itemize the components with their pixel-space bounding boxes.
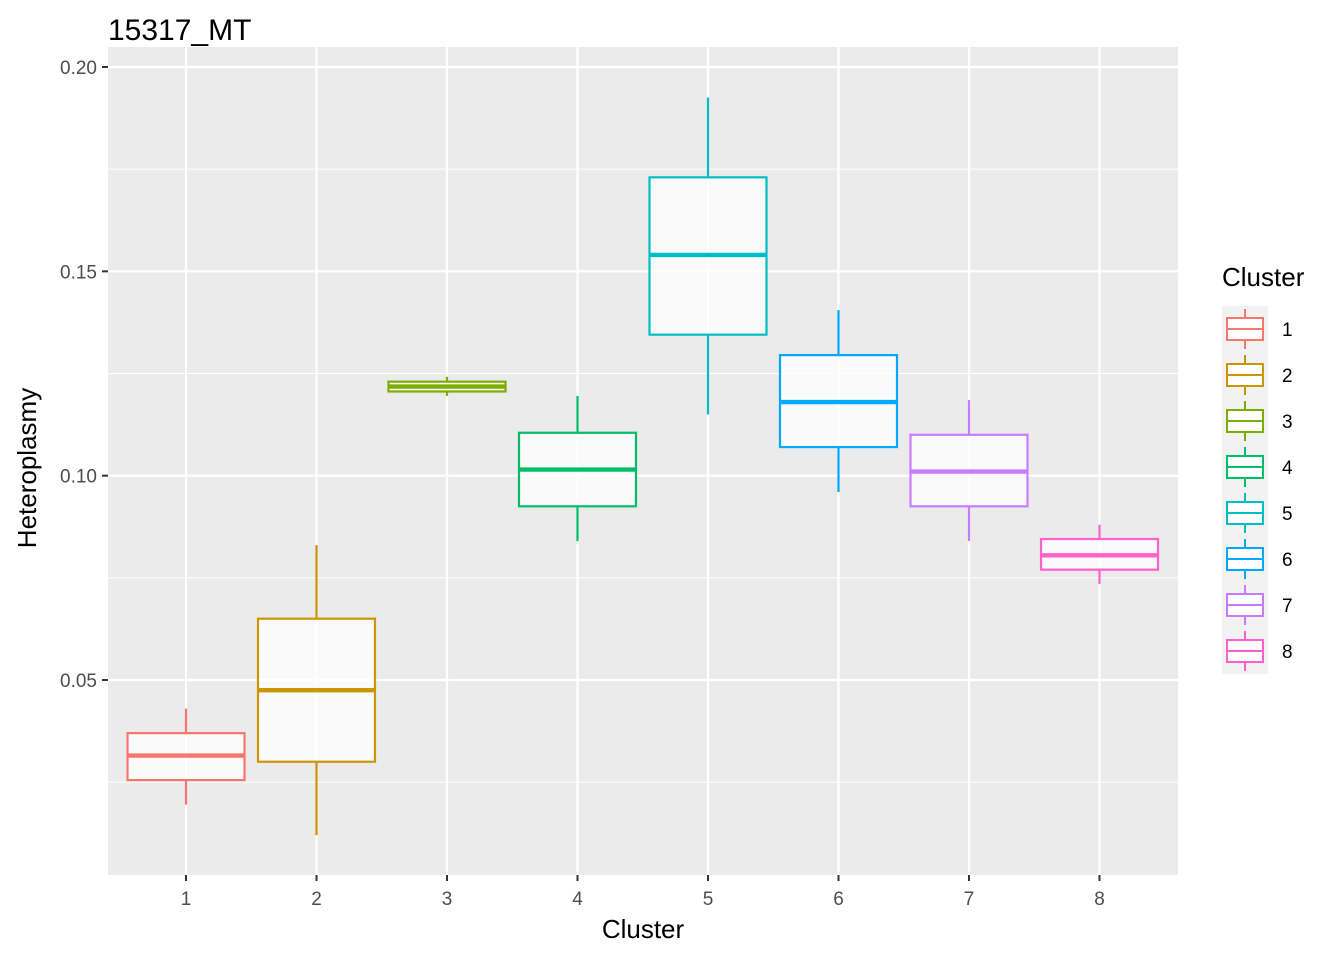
box-cluster-7 — [909, 400, 1029, 542]
minor-gridlines — [108, 168, 1178, 783]
y-tick-label: 0.20 — [60, 58, 97, 79]
box-cluster-2 — [256, 545, 377, 836]
legend-label: 5 — [1282, 504, 1293, 525]
legend-label: 8 — [1282, 642, 1293, 663]
legend-item-4: 4 — [1222, 444, 1293, 490]
x-tick-label: 3 — [442, 889, 453, 910]
box-cluster-4 — [517, 395, 638, 542]
x-tick-label: 5 — [703, 889, 714, 910]
x-tick-label: 1 — [181, 889, 192, 910]
legend-title: Cluster — [1222, 262, 1305, 292]
y-axis-ticks: 0.05 0.10 0.15 0.20 — [60, 58, 108, 692]
legend-label: 7 — [1282, 596, 1293, 617]
legend-item-7: 7 — [1222, 582, 1293, 628]
y-axis-title: Heteroplasmy — [12, 388, 42, 548]
legend-item-6: 6 — [1222, 536, 1293, 582]
x-tick-label: 6 — [833, 889, 844, 910]
box-cluster-5 — [648, 97, 768, 415]
x-axis-title: Cluster — [602, 914, 685, 944]
legend-label: 6 — [1282, 550, 1293, 571]
y-tick-label: 0.05 — [60, 671, 97, 692]
legend-items: 1 2 3 4 5 6 7 8 — [1222, 306, 1293, 674]
y-tick-label: 0.15 — [60, 262, 97, 283]
legend-item-8: 8 — [1222, 628, 1293, 674]
x-tick-label: 7 — [964, 889, 975, 910]
box-series — [126, 97, 1160, 836]
legend-item-2: 2 — [1222, 352, 1293, 398]
box-cluster-3 — [387, 376, 507, 396]
box-cluster-6 — [778, 310, 899, 493]
legend: Cluster 1 2 3 4 5 6 7 8 — [1222, 262, 1305, 674]
x-tick-label: 8 — [1094, 889, 1105, 910]
legend-label: 3 — [1282, 412, 1293, 433]
box-cluster-1 — [126, 708, 246, 805]
chart-title: 15317_MT — [108, 14, 251, 47]
x-tick-label: 4 — [572, 889, 583, 910]
y-tick-label: 0.10 — [60, 467, 97, 488]
legend-item-5: 5 — [1222, 490, 1293, 536]
x-axis-ticks: 1 2 3 4 5 6 7 8 — [181, 875, 1105, 910]
legend-item-3: 3 — [1222, 398, 1293, 444]
legend-label: 1 — [1282, 320, 1293, 341]
x-tick-label: 2 — [311, 889, 322, 910]
legend-label: 2 — [1282, 366, 1293, 387]
legend-label: 4 — [1282, 458, 1293, 479]
legend-item-1: 1 — [1222, 306, 1293, 352]
box-cluster-8 — [1039, 524, 1160, 584]
